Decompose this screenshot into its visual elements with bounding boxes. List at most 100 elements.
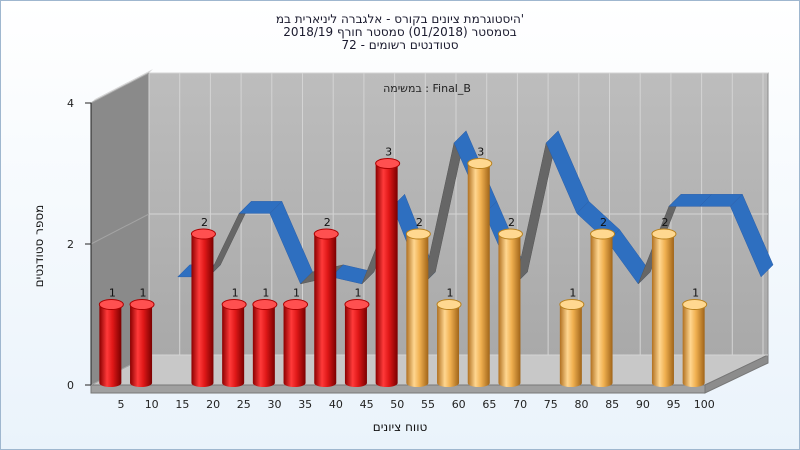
bar-cap xyxy=(651,228,677,240)
bar-body xyxy=(314,234,337,387)
bar-value-label: 1 xyxy=(109,287,116,300)
x-tick-label: 100 xyxy=(694,398,715,411)
chart-floor-edge xyxy=(90,384,706,394)
chart-title-line-1: היסטוגרמת ציונים בקורס - אלגברה ליניארית… xyxy=(275,12,525,26)
x-tick-label: 95 xyxy=(667,398,681,411)
y-tick-label: 0 xyxy=(67,379,74,392)
x-tick-label: 25 xyxy=(237,398,251,411)
bar-value-label: 3 xyxy=(477,146,484,159)
bar-cap xyxy=(682,299,708,310)
chart-title-line-2: בסמסטר (01/2018) סמסטר חורף 2018/19 xyxy=(283,25,517,39)
bar-body xyxy=(252,304,275,387)
bar-value-label: 1 xyxy=(262,287,269,300)
bar-body xyxy=(651,234,674,387)
bar-cap xyxy=(252,299,278,310)
y-tick-label: 4 xyxy=(67,97,74,110)
bar-cap xyxy=(98,299,124,310)
histogram-bar xyxy=(590,228,616,387)
x-tick-label: 90 xyxy=(636,398,650,411)
bar-value-label: 1 xyxy=(354,287,361,300)
grid-line-side xyxy=(90,213,150,245)
bar-cap xyxy=(405,228,431,240)
bar-cap xyxy=(559,299,585,310)
x-tick-label: 5 xyxy=(118,398,125,411)
bar-body xyxy=(682,304,705,387)
histogram-bar xyxy=(559,299,585,387)
bar-body xyxy=(191,234,214,387)
x-tick-label: 30 xyxy=(268,398,282,411)
y-tick-label: 2 xyxy=(67,238,74,251)
bar-body xyxy=(590,234,613,387)
histogram-bar xyxy=(283,299,309,387)
trend-ribbon-segment xyxy=(730,193,774,278)
bar-cap xyxy=(467,158,493,169)
bar-cap xyxy=(344,299,370,310)
histogram-bar xyxy=(467,158,493,387)
bar-cap xyxy=(190,228,216,240)
bar-body xyxy=(222,304,245,387)
bar-cap xyxy=(283,299,309,310)
histogram-bar xyxy=(375,158,401,387)
histogram-bar xyxy=(682,299,708,387)
bar-cap xyxy=(313,228,339,240)
y-axis-title: מספר סטודנטים xyxy=(32,205,46,288)
bar-body xyxy=(437,304,460,387)
x-tick-label: 40 xyxy=(329,398,343,411)
bar-value-label: 2 xyxy=(600,216,607,229)
bar-value-label: 1 xyxy=(293,287,300,300)
bar-value-label: 1 xyxy=(569,287,576,300)
x-tick-label: 85 xyxy=(605,398,619,411)
chart-title-line-3: סטודנטים רשומים - 72 xyxy=(341,38,459,52)
histogram-bar xyxy=(313,228,339,387)
x-tick-label: 55 xyxy=(421,398,435,411)
histogram-bar xyxy=(221,299,247,387)
bar-cap xyxy=(590,228,616,240)
bar-body xyxy=(344,304,367,387)
bar-value-label: 2 xyxy=(416,216,423,229)
x-tick-label: 75 xyxy=(544,398,558,411)
histogram-bar xyxy=(405,228,431,387)
grid-line-side xyxy=(90,72,150,104)
bar-cap xyxy=(129,299,155,310)
bar-body xyxy=(130,304,153,387)
bar-cap xyxy=(497,228,523,240)
bar-value-label: 1 xyxy=(447,287,454,300)
histogram-bar xyxy=(436,299,462,387)
x-tick-label: 65 xyxy=(482,398,496,411)
bar-value-label: 1 xyxy=(692,287,699,300)
bar-body xyxy=(559,304,582,387)
chart-subtitle: במשימה : Final_B xyxy=(383,82,471,95)
chart-floor-side-edge xyxy=(704,354,769,394)
bar-cap xyxy=(221,299,247,310)
bar-cap xyxy=(436,299,462,310)
bar-body xyxy=(283,304,306,387)
histogram-bar xyxy=(497,228,523,387)
bar-body xyxy=(406,234,429,387)
x-tick-label: 20 xyxy=(206,398,220,411)
bar-value-label: 3 xyxy=(385,146,392,159)
bar-body xyxy=(498,234,521,387)
x-tick-label: 10 xyxy=(145,398,159,411)
x-tick-label: 50 xyxy=(390,398,404,411)
bar-value-label: 2 xyxy=(201,216,208,229)
histogram-bar xyxy=(252,299,278,387)
histogram-bar xyxy=(651,228,677,387)
bar-value-label: 2 xyxy=(661,216,668,229)
histogram-bar xyxy=(344,299,370,387)
x-tick-label: 80 xyxy=(575,398,589,411)
x-tick-label: 15 xyxy=(175,398,189,411)
bar-body xyxy=(375,163,398,387)
x-tick-label: 35 xyxy=(298,398,312,411)
x-axis-title: טווח ציונים xyxy=(373,420,428,434)
bar-value-label: 1 xyxy=(232,287,239,300)
bar-value-label: 2 xyxy=(324,216,331,229)
bar-value-label: 1 xyxy=(140,287,147,300)
histogram-bar xyxy=(190,228,216,387)
x-tick-label: 70 xyxy=(513,398,527,411)
histogram-bar xyxy=(98,299,124,387)
bar-cap xyxy=(375,158,401,169)
x-tick-label: 60 xyxy=(452,398,466,411)
bar-body xyxy=(467,163,490,387)
bar-body xyxy=(99,304,122,387)
